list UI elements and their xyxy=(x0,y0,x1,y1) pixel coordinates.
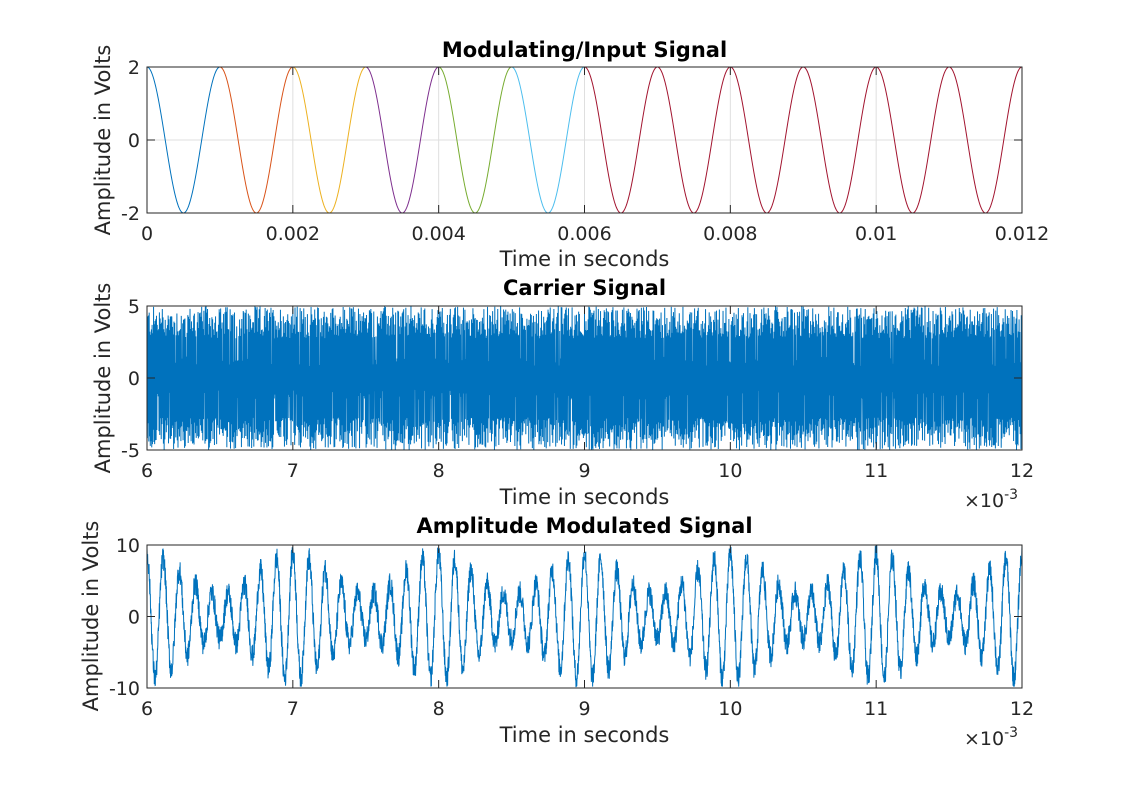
x-tick-label-am: 9 xyxy=(578,698,590,720)
x-axis-exponent-am: ×10-3 xyxy=(964,725,1018,750)
chart-title-modulating: Modulating/Input Signal xyxy=(442,38,727,62)
x-exponent-base-am: ×10 xyxy=(964,728,1004,750)
chart-title-carrier: Carrier Signal xyxy=(503,276,666,300)
x-tick-label-carrier: 8 xyxy=(433,460,445,482)
plot-area-am xyxy=(146,545,1023,688)
x-axis-label-am: Time in seconds xyxy=(499,723,670,747)
grid-modulating xyxy=(147,67,1022,213)
x-tick-label-am: 8 xyxy=(433,698,445,720)
y-tick-label-carrier: 5 xyxy=(128,296,140,318)
x-tick-label-modulating: 0.002 xyxy=(266,223,320,245)
x-tick-label-modulating: 0.006 xyxy=(557,223,611,245)
x-tick-label-modulating: 0.012 xyxy=(995,223,1049,245)
x-tick-label-am: 6 xyxy=(141,698,153,720)
x-tick-label-modulating: 0.004 xyxy=(411,223,465,245)
x-tick-label-am: 12 xyxy=(1010,698,1034,720)
x-tick-label-carrier: 7 xyxy=(287,460,299,482)
y-axis-label-am: Amplitude in Volts xyxy=(79,521,103,712)
y-tick-label-modulating: 0 xyxy=(128,130,140,152)
chart-title-am: Amplitude Modulated Signal xyxy=(416,514,752,538)
y-tick-label-am: 10 xyxy=(116,535,140,557)
y-tick-label-am: 0 xyxy=(128,607,140,629)
ticks-carrier: 6 7 8 9 10 11 12 -5 0 5 xyxy=(121,296,1034,482)
x-tick-label-am: 7 xyxy=(287,698,299,720)
y-tick-label-carrier: 0 xyxy=(128,368,140,390)
x-tick-label-carrier: 12 xyxy=(1010,460,1034,482)
ticks-modulating: 0 0.002 0.004 0.006 0.008 0.01 0.012-202 xyxy=(121,57,1049,245)
x-exponent-base-carrier: ×10 xyxy=(964,490,1004,512)
x-tick-label-carrier: 11 xyxy=(864,460,888,482)
x-tick-label-carrier: 6 xyxy=(141,460,153,482)
y-axis-label-carrier: Amplitude in Volts xyxy=(91,283,115,474)
y-tick-label-modulating: -2 xyxy=(121,203,140,225)
y-tick-label-modulating: 2 xyxy=(128,57,140,79)
x-exponent-power-carrier: -3 xyxy=(1004,487,1018,503)
x-tick-label-am: 10 xyxy=(718,698,742,720)
plot-area-carrier xyxy=(146,306,1023,450)
y-tick-label-am: -10 xyxy=(109,678,140,700)
x-tick-label-modulating: 0.008 xyxy=(703,223,757,245)
x-axis-exponent-carrier: ×10-3 xyxy=(964,487,1018,512)
x-tick-label-modulating: 0.01 xyxy=(855,223,897,245)
y-tick-label-carrier: -5 xyxy=(121,440,140,462)
series-line-am xyxy=(146,545,1023,688)
x-exponent-power-am: -3 xyxy=(1004,725,1018,741)
y-axis-label-modulating: Amplitude in Volts xyxy=(91,45,115,236)
subplot-am-signal: 6 7 8 9 10 11 12 -10 0 10 Amplitude Modulated Sig… xyxy=(79,514,1034,750)
series-line-carrier xyxy=(146,306,1023,450)
subplot-modulating-signal: 0 0.002 0.004 0.006 0.008 0.01 0.012-202 Modul… xyxy=(91,38,1049,271)
subplot-carrier-signal: 6 7 8 9 10 11 12 -5 0 5 Carrier Signal Time in se… xyxy=(91,276,1034,512)
x-axis-label-modulating: Time in seconds xyxy=(499,247,670,271)
x-tick-label-modulating: 0 xyxy=(141,223,153,245)
x-tick-label-carrier: 9 xyxy=(578,460,590,482)
x-tick-label-am: 11 xyxy=(864,698,888,720)
ticks-am: 6 7 8 9 10 11 12 -10 0 10 xyxy=(109,535,1034,720)
x-axis-label-carrier: Time in seconds xyxy=(499,485,670,509)
x-tick-label-carrier: 10 xyxy=(718,460,742,482)
